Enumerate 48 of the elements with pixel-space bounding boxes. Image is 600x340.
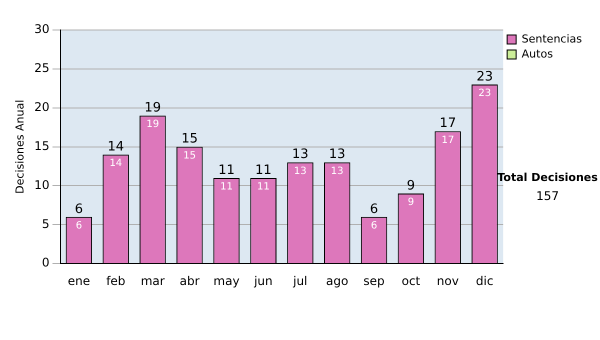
total-label: 9 [406, 178, 416, 194]
x-tick-label: oct [402, 274, 421, 288]
data-label: 17 [441, 134, 454, 146]
data-label: 23 [478, 88, 492, 100]
data-label: 11 [257, 182, 270, 193]
x-tick-label: nov [436, 274, 459, 288]
legend-label: Autos [522, 47, 554, 60]
x-tick-label: feb [106, 274, 126, 288]
y-axis-title: Decisiones Anual [13, 100, 26, 194]
total-label: 6 [370, 202, 378, 217]
annotation: Total Decisiones [497, 170, 598, 184]
x-tick-label: mar [140, 274, 165, 288]
total-label: 15 [181, 132, 198, 147]
x-tick-label: dic [476, 274, 494, 288]
total-label: 13 [328, 147, 346, 162]
x-tick-label: sep [363, 274, 385, 288]
y-tick-label: 20 [34, 100, 50, 114]
total-label: 11 [255, 162, 272, 178]
data-label: 13 [330, 166, 344, 177]
x-tick-label: ago [326, 274, 348, 288]
x-tick-label: abr [180, 274, 200, 288]
total-label: 19 [144, 100, 161, 116]
data-label: 6 [370, 220, 378, 232]
total-label: 11 [218, 162, 235, 178]
total-label: 14 [108, 139, 124, 154]
x-tick-label: jul [292, 274, 308, 288]
data-label: 9 [408, 197, 414, 208]
data-label: 11 [220, 182, 233, 193]
text: 157 [536, 189, 560, 204]
total-label: 13 [292, 147, 309, 162]
legend-label: Sentencias [522, 32, 582, 46]
y-tick-label: 10 [34, 178, 50, 192]
data-label: 14 [109, 158, 122, 170]
x-tick-label: may [213, 274, 240, 288]
x-tick-label: jun [253, 274, 273, 288]
x-tick-label: ene [68, 274, 90, 288]
y-tick-label: 30 [34, 22, 50, 36]
total-label: 23 [476, 69, 493, 84]
data-label: 15 [183, 150, 196, 162]
data-label: 6 [76, 220, 82, 232]
y-tick-label: 25 [34, 61, 50, 76]
total-label: 17 [440, 116, 456, 132]
y-tick-label: 15 [34, 138, 50, 153]
data-label: 19 [146, 119, 160, 130]
total-label: 6 [74, 202, 84, 217]
y-tick-label: 5 [42, 216, 50, 231]
y-tick-label: 0 [42, 256, 50, 270]
data-label: 13 [294, 166, 307, 177]
